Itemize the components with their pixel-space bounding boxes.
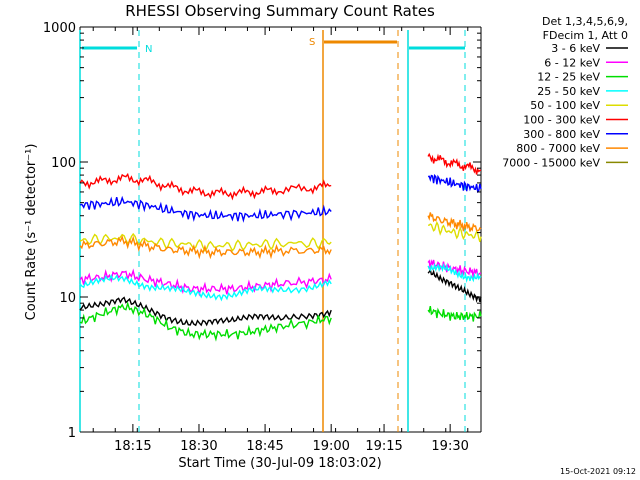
series-800-7000-kev-segment-1 [427, 212, 482, 232]
y-tick-label: 1000 [43, 21, 76, 36]
legend-label: 12 - 25 keV [537, 71, 600, 84]
series-3-6-kev-segment-1 [427, 267, 482, 303]
y-tick-label: 100 [51, 156, 76, 171]
y-tick-label: 10 [59, 291, 76, 306]
y-tick-label: 1 [68, 426, 76, 441]
legend-header-line-1: Det 1,3,4,5,6,9, [542, 15, 628, 28]
legend-label: 300 - 800 keV [523, 128, 600, 141]
x-tick-label: 18:30 [180, 439, 217, 454]
x-tick-label: 19:15 [365, 439, 402, 454]
series-25-50-kev-segment-0 [79, 273, 332, 302]
x-tick-label: 18:45 [246, 439, 283, 454]
series-layer [79, 152, 482, 342]
x-tick-label: 19:30 [431, 439, 468, 454]
x-axis-label: Start Time (30-Jul-09 18:03:02) [178, 456, 381, 471]
observing-status-overlay: N S [79, 30, 466, 432]
plot-area [79, 26, 482, 433]
legend-label: 3 - 6 keV [551, 42, 600, 55]
series-300-800-kev-segment-0 [79, 195, 332, 223]
series-100-300-kev-segment-1 [427, 152, 482, 175]
series-6-12-kev-segment-0 [79, 268, 332, 297]
chart-title: RHESSI Observing Summary Count Rates [125, 2, 435, 20]
series-3-6-kev-segment-0 [79, 296, 332, 327]
footer-timestamp: 15-Oct-2021 09:12 [560, 467, 636, 476]
series-6-12-kev-segment-1 [427, 258, 482, 279]
series-12-25-kev-segment-1 [427, 305, 482, 322]
legend: Det 1,3,4,5,6,9, FDecim 1, Att 0 3 - 6 k… [502, 15, 628, 169]
series-800-7000-kev-segment-0 [79, 235, 332, 260]
legend-header-line-2: FDecim 1, Att 0 [543, 29, 628, 42]
legend-label: 800 - 7000 keV [516, 142, 600, 155]
y-axis: 1 10 100 1000 [43, 21, 481, 441]
y-axis-label: Count Rate (s⁻¹ detector⁻¹) [24, 144, 39, 321]
saa-label: S [309, 37, 315, 48]
legend-label: 25 - 50 keV [537, 85, 600, 98]
x-tick-label: 19:00 [312, 439, 349, 454]
series-50-100-kev-segment-0 [79, 232, 332, 252]
series-50-100-kev-segment-1 [427, 221, 482, 243]
series-100-300-kev-segment-0 [79, 172, 332, 201]
x-axis: 18:15 18:30 18:45 19:00 19:15 19:30 [92, 27, 469, 454]
legend-label: 6 - 12 keV [544, 56, 600, 69]
night-label: N [145, 44, 152, 55]
legend-label: 7000 - 15000 keV [502, 156, 600, 169]
x-tick-label: 18:15 [114, 439, 151, 454]
series-300-800-kev-segment-1 [427, 173, 482, 194]
legend-label: 50 - 100 keV [530, 99, 600, 112]
legend-label: 100 - 300 keV [523, 114, 600, 127]
series-12-25-kev-segment-0 [79, 301, 332, 342]
series-25-50-kev-segment-1 [427, 262, 482, 284]
